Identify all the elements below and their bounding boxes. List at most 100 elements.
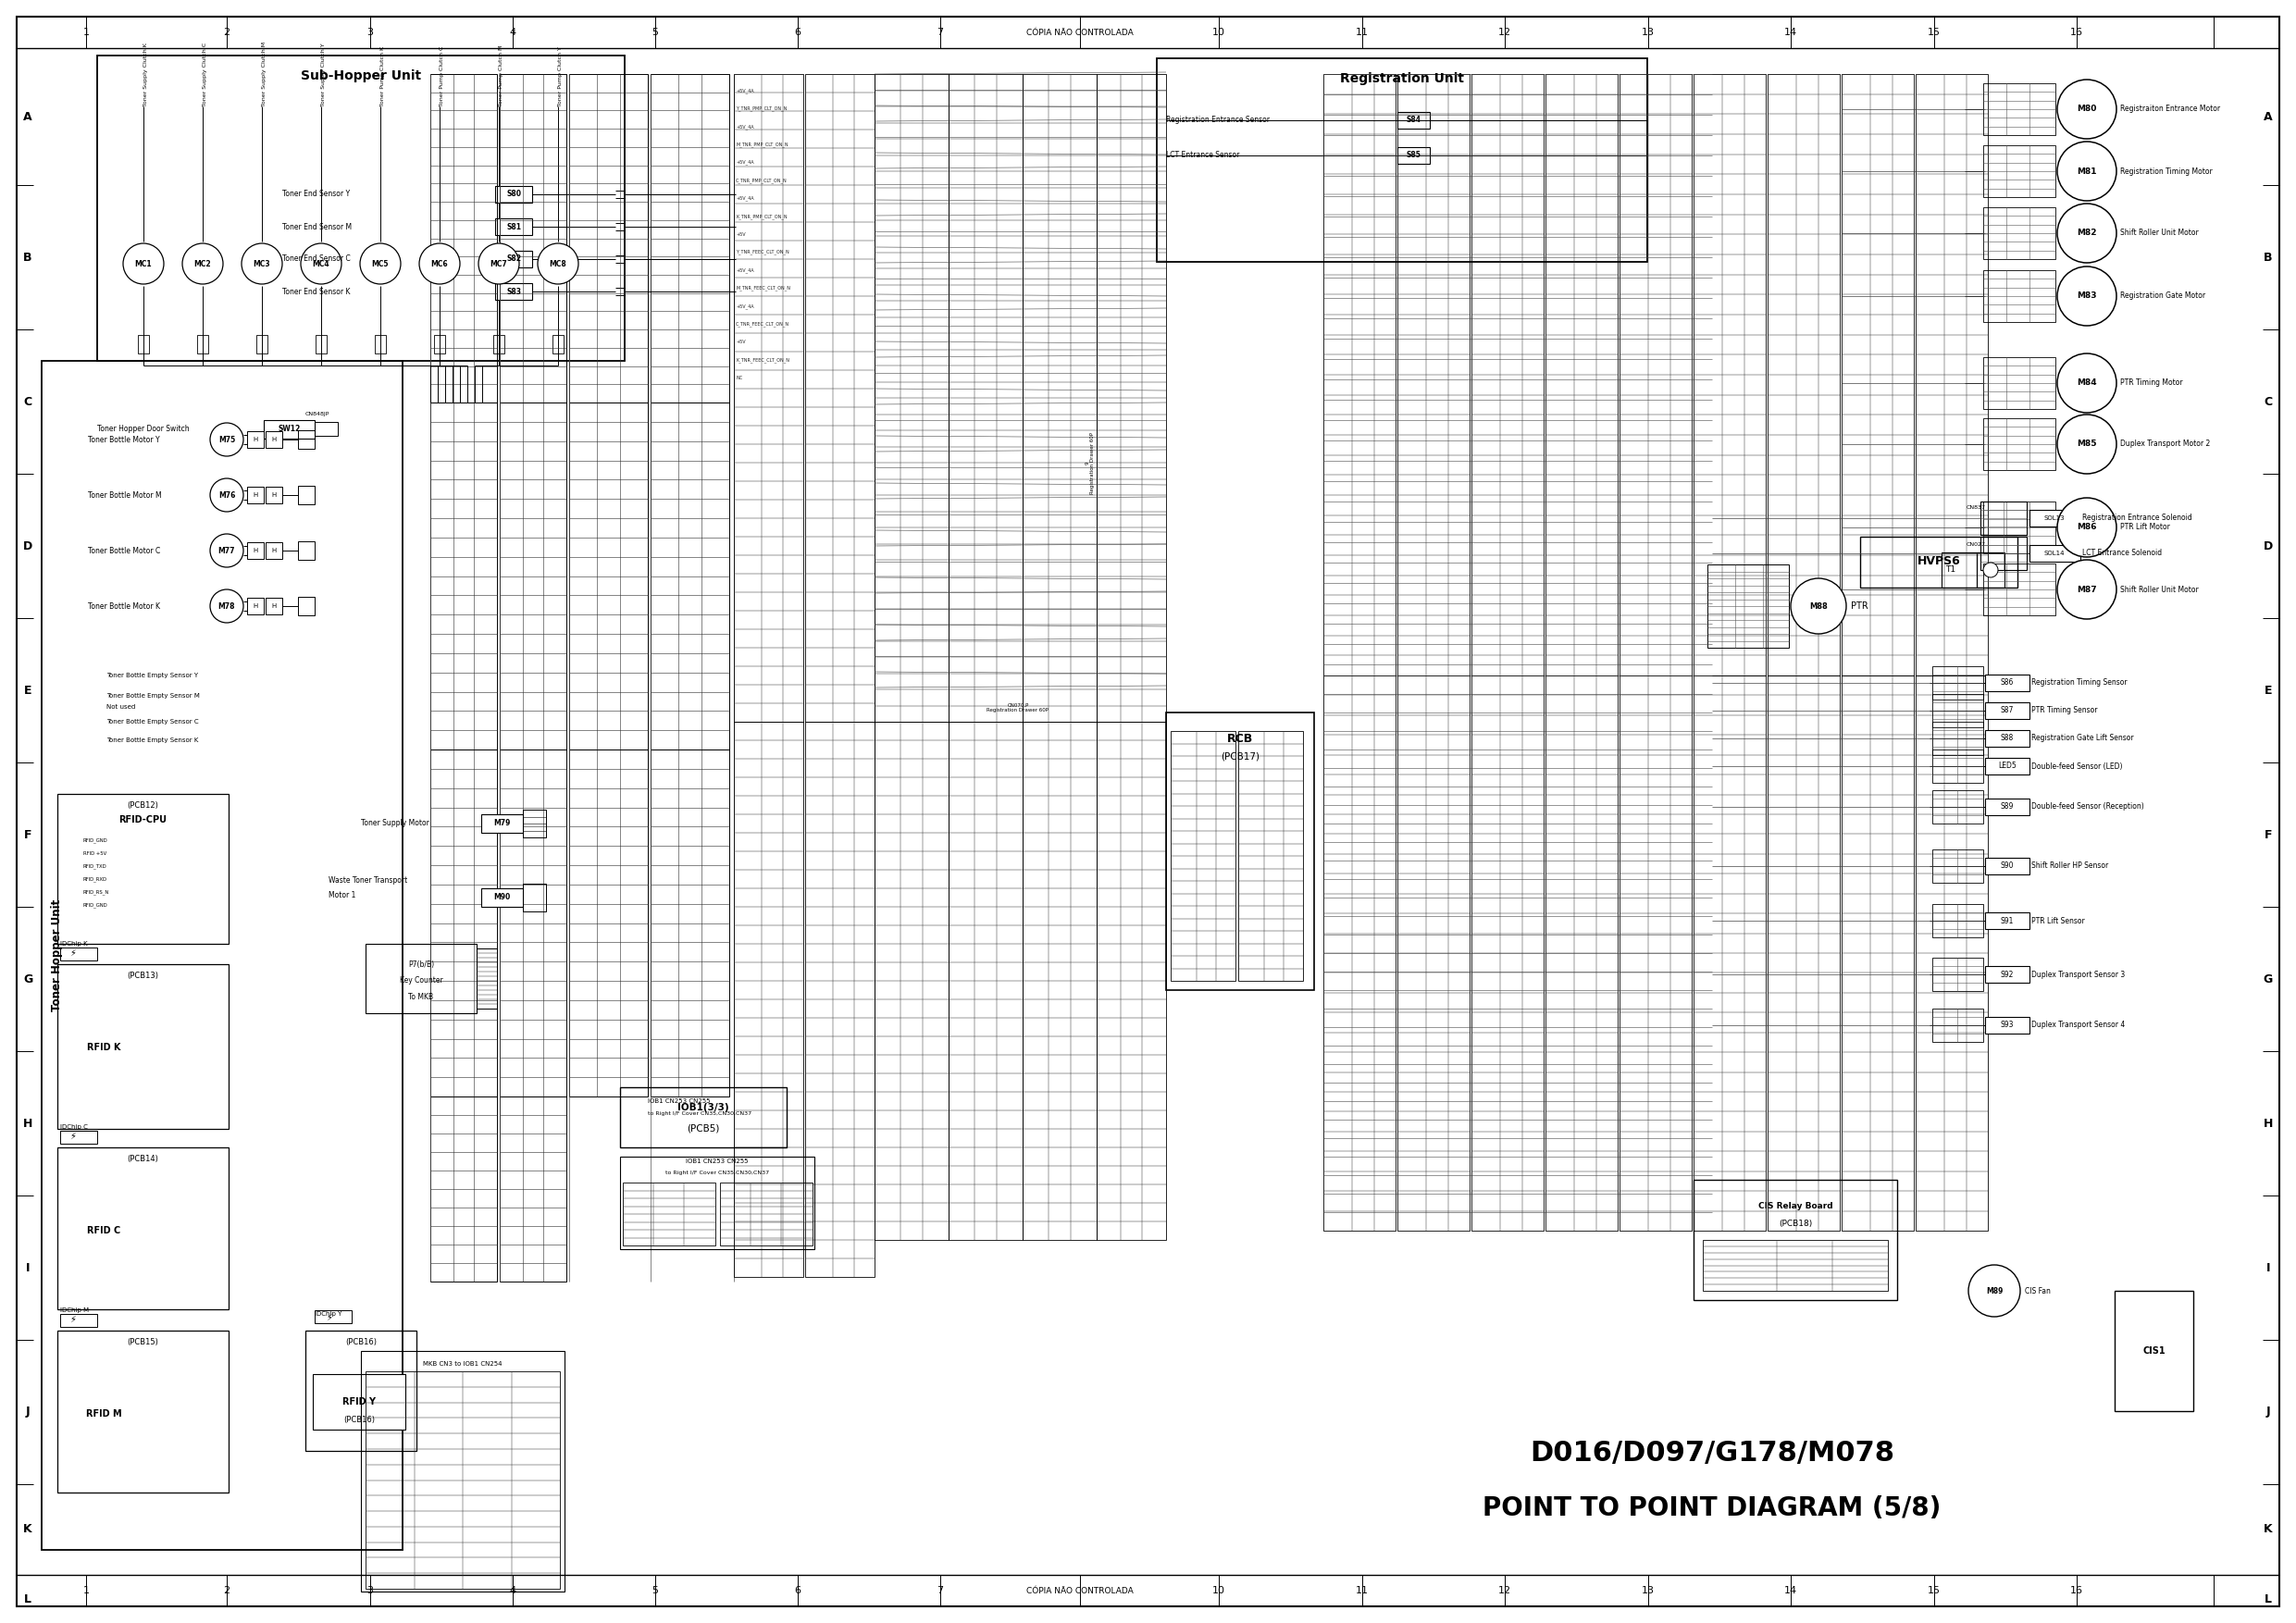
Text: (PCB5): (PCB5) bbox=[687, 1125, 719, 1133]
Text: J: J bbox=[25, 1406, 30, 1419]
Circle shape bbox=[2057, 354, 2117, 412]
Bar bbox=[494, 334, 505, 354]
Bar bbox=[2030, 545, 2080, 562]
Text: CN837: CN837 bbox=[1965, 505, 1986, 510]
Text: S84: S84 bbox=[1405, 117, 1421, 125]
Bar bbox=[620, 1087, 788, 1147]
Bar bbox=[360, 1350, 565, 1592]
Bar bbox=[248, 597, 264, 615]
Text: CN070,P
Registration Drawer 60P: CN070,P Registration Drawer 60P bbox=[987, 703, 1049, 712]
Text: M84: M84 bbox=[2078, 378, 2096, 388]
Text: Toner Supply Clutch Y: Toner Supply Clutch Y bbox=[321, 42, 326, 107]
Bar bbox=[1984, 502, 2055, 553]
Text: Shift Roller Unit Motor: Shift Roller Unit Motor bbox=[2119, 229, 2200, 237]
Bar bbox=[501, 403, 567, 750]
Bar bbox=[1398, 675, 1469, 1230]
Circle shape bbox=[181, 243, 223, 284]
Text: H: H bbox=[253, 492, 257, 498]
Text: RFID C: RFID C bbox=[87, 1225, 119, 1235]
Text: S91: S91 bbox=[2000, 917, 2014, 925]
Text: 16: 16 bbox=[2071, 1586, 2082, 1595]
Text: Shift Roller Unit Motor: Shift Roller Unit Motor bbox=[2119, 586, 2200, 594]
Text: M82: M82 bbox=[2078, 229, 2096, 237]
Text: +5V_4A: +5V_4A bbox=[735, 268, 753, 273]
Text: M78: M78 bbox=[218, 602, 234, 610]
Text: M79: M79 bbox=[494, 820, 510, 828]
Text: RFID_RS_N: RFID_RS_N bbox=[83, 889, 110, 894]
Text: Toner Hopper Door Switch: Toner Hopper Door Switch bbox=[96, 425, 188, 433]
Text: Toner Bottle Motor C: Toner Bottle Motor C bbox=[87, 547, 161, 555]
Text: Registration Entrance Solenoid: Registration Entrance Solenoid bbox=[2082, 514, 2193, 523]
Bar bbox=[248, 487, 264, 503]
Text: MC7: MC7 bbox=[489, 260, 507, 268]
Text: G: G bbox=[23, 972, 32, 985]
Text: Key Counter: Key Counter bbox=[400, 977, 443, 985]
Text: S93: S93 bbox=[2000, 1021, 2014, 1029]
Text: 7: 7 bbox=[937, 1586, 944, 1595]
Circle shape bbox=[209, 424, 243, 456]
Text: 15: 15 bbox=[1929, 1586, 1940, 1595]
Bar bbox=[429, 403, 496, 750]
Bar bbox=[569, 75, 647, 403]
Bar bbox=[1933, 750, 1984, 782]
Bar bbox=[1841, 675, 1915, 1230]
Text: CN027: CN027 bbox=[1965, 542, 1986, 547]
Text: K_TNR_FEEC_CLT_ON_N: K_TNR_FEEC_CLT_ON_N bbox=[735, 357, 790, 362]
Text: 11: 11 bbox=[1355, 28, 1368, 37]
Circle shape bbox=[2057, 560, 2117, 618]
Text: H: H bbox=[2264, 1117, 2273, 1130]
Text: Registration Gate Lift Sensor: Registration Gate Lift Sensor bbox=[2032, 734, 2133, 743]
Text: 3: 3 bbox=[367, 28, 374, 37]
Text: (PCB16): (PCB16) bbox=[344, 1337, 377, 1345]
Circle shape bbox=[209, 479, 243, 511]
Bar bbox=[374, 334, 386, 354]
Bar bbox=[1472, 75, 1543, 675]
Text: IDChip Y: IDChip Y bbox=[315, 1311, 342, 1316]
Bar bbox=[138, 334, 149, 354]
Text: Toner Bottle Motor Y: Toner Bottle Motor Y bbox=[87, 435, 161, 443]
Text: +5V_4A: +5V_4A bbox=[735, 196, 753, 201]
Bar bbox=[1398, 148, 1430, 164]
Text: ⚡: ⚡ bbox=[69, 948, 76, 958]
Circle shape bbox=[2057, 203, 2117, 263]
Text: CÓPIA NÃO CONTROLADA: CÓPIA NÃO CONTROLADA bbox=[1026, 1586, 1134, 1595]
Text: Toner End Sensor C: Toner End Sensor C bbox=[282, 255, 351, 263]
Text: E: E bbox=[2264, 685, 2273, 696]
Bar bbox=[1933, 790, 1984, 823]
Text: H: H bbox=[253, 549, 257, 553]
Bar bbox=[1986, 859, 2030, 875]
Bar bbox=[875, 75, 948, 722]
Text: Toner Pump Clutch M: Toner Pump Clutch M bbox=[498, 45, 503, 107]
Text: Shift Roller HP Sensor: Shift Roller HP Sensor bbox=[2032, 862, 2108, 870]
Bar bbox=[622, 1183, 716, 1245]
Text: +5V_4A: +5V_4A bbox=[735, 304, 753, 308]
Text: 16: 16 bbox=[2071, 28, 2082, 37]
Bar bbox=[1768, 675, 1839, 1230]
Text: D016/D097/G178/M078: D016/D097/G178/M078 bbox=[1529, 1440, 1894, 1466]
Circle shape bbox=[2057, 141, 2117, 201]
Bar bbox=[41, 360, 402, 1550]
Text: Registration Timing Motor: Registration Timing Motor bbox=[2119, 167, 2213, 175]
Bar bbox=[1933, 665, 1984, 700]
Text: S81: S81 bbox=[505, 222, 521, 230]
Bar bbox=[2030, 510, 2080, 526]
Text: Toner Bottle Empty Sensor K: Toner Bottle Empty Sensor K bbox=[106, 737, 197, 743]
Text: Toner Supply Clutch C: Toner Supply Clutch C bbox=[202, 42, 207, 107]
Circle shape bbox=[360, 243, 402, 284]
Bar bbox=[365, 945, 478, 1013]
Text: M90: M90 bbox=[494, 893, 510, 902]
Text: F: F bbox=[2264, 829, 2273, 841]
Text: S88: S88 bbox=[2000, 734, 2014, 743]
Text: PTR: PTR bbox=[1851, 602, 1869, 610]
Text: HVPS6: HVPS6 bbox=[1917, 555, 1961, 568]
Bar bbox=[312, 1375, 406, 1430]
Bar bbox=[96, 55, 625, 360]
Text: To MKB: To MKB bbox=[409, 993, 434, 1001]
Bar bbox=[266, 597, 282, 615]
Bar bbox=[266, 432, 282, 448]
Text: SOL13: SOL13 bbox=[2043, 516, 2064, 521]
Bar bbox=[264, 420, 315, 438]
Bar bbox=[429, 750, 496, 1097]
Text: Not used: Not used bbox=[106, 704, 135, 709]
Bar bbox=[57, 1147, 230, 1310]
